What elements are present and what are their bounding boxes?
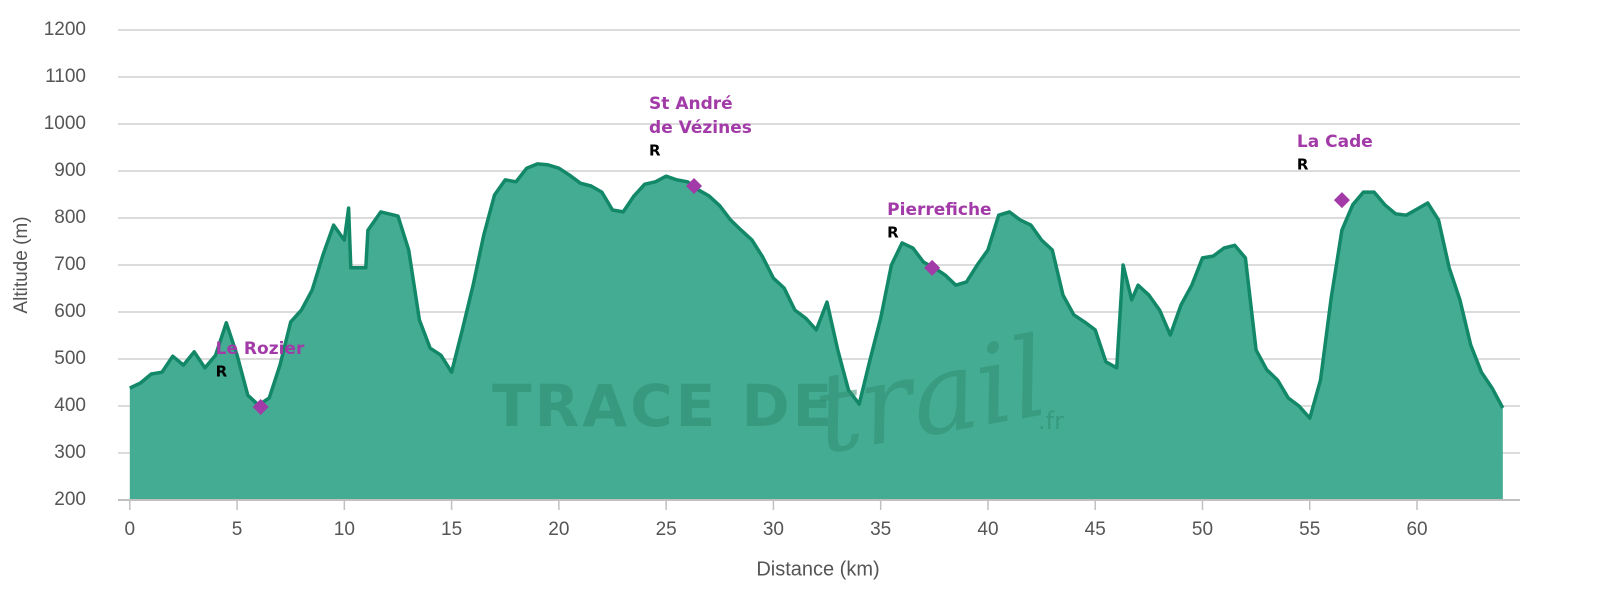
x-tick-label: 55	[1299, 519, 1320, 540]
x-axis-label: Distance (km)	[756, 558, 879, 580]
x-tick-label: 45	[1085, 519, 1106, 540]
watermark: TRACE DE	[492, 372, 835, 440]
y-tick-label: 400	[54, 395, 86, 416]
x-tick-label: 25	[656, 519, 677, 540]
y-tick-label: 1200	[44, 19, 86, 40]
y-tick-label: 1100	[45, 66, 86, 87]
x-tick-label: 0	[125, 519, 136, 540]
waypoint-marker	[252, 398, 269, 415]
x-tick-label: 35	[870, 519, 891, 540]
x-tick-label: 40	[977, 519, 998, 540]
y-tick-label: 1000	[44, 113, 86, 134]
waypoint-name: de Vézines	[649, 118, 752, 138]
y-axis-label: Altitude (m)	[11, 216, 32, 313]
x-tick-label: 50	[1192, 519, 1213, 540]
y-tick-label: 300	[54, 442, 86, 463]
area-fill	[129, 163, 1503, 500]
y-tick-label: 700	[54, 254, 86, 275]
y-tick-label: 800	[54, 207, 86, 228]
x-tick-label: 5	[232, 519, 243, 540]
x-tick-label: 30	[763, 519, 784, 540]
waypoint-name: St André	[649, 94, 733, 114]
waypoint-code: R	[1297, 156, 1309, 174]
waypoint-code: R	[216, 362, 228, 380]
x-tick-label: 15	[441, 519, 462, 540]
waypoint-name: Pierrefiche	[887, 200, 991, 220]
waypoint-code: R	[649, 142, 661, 160]
y-tick-label: 200	[54, 489, 86, 510]
waypoint-code: R	[887, 223, 899, 241]
waypoint-name: La Cade	[1297, 132, 1373, 152]
x-tick-label: 20	[548, 519, 569, 540]
waypoint-marker	[1333, 192, 1350, 209]
y-tick-label: 900	[54, 160, 86, 181]
profile-line	[129, 162, 1505, 420]
x-tick-label: 60	[1406, 519, 1427, 540]
x-tick-label: 10	[334, 519, 355, 540]
watermark: .fr	[1038, 407, 1064, 435]
waypoint-marker	[924, 259, 941, 276]
waypoint-marker	[686, 178, 703, 195]
y-tick-label: 600	[54, 301, 86, 322]
waypoint-name: Le Rozier	[216, 339, 305, 359]
y-tick-label: 500	[54, 348, 86, 369]
